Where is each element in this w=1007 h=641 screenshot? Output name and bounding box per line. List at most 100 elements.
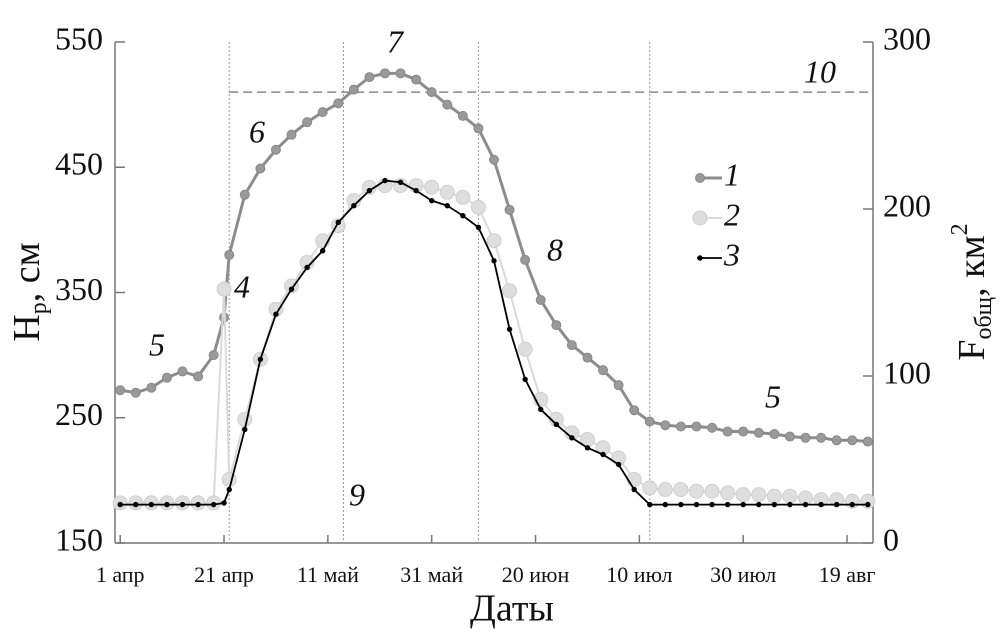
series-marker <box>517 341 533 357</box>
y2-tick-label: 300 <box>883 20 931 56</box>
series-marker <box>379 68 390 79</box>
series-marker <box>317 107 328 118</box>
series-marker <box>239 189 250 200</box>
series-marker <box>216 281 232 297</box>
series-marker <box>210 501 217 508</box>
series-marker <box>673 482 689 498</box>
series-marker <box>740 501 746 508</box>
series-marker <box>598 365 609 376</box>
series-marker <box>847 435 858 446</box>
series-marker <box>193 371 204 382</box>
annotation: 10 <box>804 53 836 89</box>
x-axis-label: Даты <box>470 588 554 630</box>
annotation: 8 <box>547 231 563 267</box>
series-marker <box>862 436 873 447</box>
series-marker <box>366 187 373 194</box>
legend-marker <box>695 173 705 183</box>
series-marker <box>319 248 326 254</box>
series-marker <box>489 154 499 165</box>
series-marker <box>787 501 793 508</box>
series-marker <box>195 501 201 508</box>
series-marker <box>221 472 237 488</box>
series-marker <box>520 254 531 265</box>
legend-label: 3 <box>723 236 740 272</box>
series-marker <box>117 501 123 508</box>
y-tick-label: 450 <box>55 146 103 182</box>
series-marker <box>538 406 544 413</box>
series-marker <box>647 501 653 508</box>
series-marker <box>644 416 655 427</box>
series-marker <box>800 432 811 443</box>
series-marker <box>457 110 468 121</box>
series-marker <box>615 461 622 468</box>
y-tick-label: 150 <box>55 521 103 557</box>
x-tick-label: 31 май <box>400 562 463 587</box>
series-marker <box>693 501 700 508</box>
series-marker <box>522 376 528 383</box>
series-marker <box>662 501 669 508</box>
series-marker <box>470 199 486 215</box>
series-marker <box>551 320 562 331</box>
series-marker <box>455 189 471 205</box>
series-marker <box>504 204 515 215</box>
series-marker <box>502 283 518 299</box>
series-marker <box>582 352 593 363</box>
series-marker <box>486 233 502 249</box>
series-marker <box>553 421 560 428</box>
series-marker <box>473 123 484 134</box>
series-marker <box>675 421 686 432</box>
series-marker <box>704 483 720 499</box>
x-tick-label: 30 июл <box>710 562 776 587</box>
x-tick-label: 20 июн <box>502 562 570 587</box>
annotation: 4 <box>234 268 250 304</box>
series-marker <box>491 258 497 264</box>
series-marker <box>660 420 671 431</box>
series-marker <box>849 501 855 508</box>
y-tick-label: 250 <box>55 396 103 432</box>
y2-tick-label: 0 <box>883 521 899 557</box>
legend-marker <box>697 255 703 261</box>
series-marker <box>395 68 406 79</box>
series-marker <box>738 426 749 437</box>
series-marker <box>782 488 798 504</box>
series-line <box>120 179 868 506</box>
series-marker <box>691 421 702 432</box>
series-marker <box>802 501 809 508</box>
series-marker <box>720 485 736 501</box>
series-marker <box>382 177 388 184</box>
series-marker <box>766 488 782 504</box>
series-marker <box>771 501 778 508</box>
series-marker <box>242 426 248 433</box>
series-marker <box>753 427 764 438</box>
series-marker <box>348 84 359 95</box>
series-marker <box>257 356 264 362</box>
y2-axis-label: Fобщ, км2 <box>947 223 997 360</box>
series-marker <box>600 451 606 458</box>
series-marker <box>428 197 435 204</box>
series-marker <box>735 487 751 503</box>
series-marker <box>179 501 186 508</box>
series-marker <box>130 387 141 398</box>
legend-label: 1 <box>724 156 740 192</box>
series-marker <box>161 372 172 383</box>
series-marker <box>657 482 673 498</box>
x-tick-label: 19 авг <box>819 562 876 587</box>
series-marker <box>629 405 640 416</box>
series-marker <box>115 385 126 396</box>
series-marker <box>424 179 440 195</box>
series-marker <box>626 472 642 488</box>
series-line <box>120 184 868 504</box>
series-marker <box>631 486 637 493</box>
series-marker <box>148 501 155 508</box>
x-tick-label: 21 апр <box>194 562 254 587</box>
series-marker <box>273 311 279 317</box>
x-tick-label: 10 июл <box>606 562 672 587</box>
series-marker <box>237 411 253 427</box>
series-marker <box>865 501 871 508</box>
series-marker <box>613 380 624 391</box>
series-marker <box>724 501 731 508</box>
x-tick-label: 11 май <box>297 562 359 587</box>
series-marker <box>288 286 295 292</box>
series-marker <box>226 486 232 493</box>
